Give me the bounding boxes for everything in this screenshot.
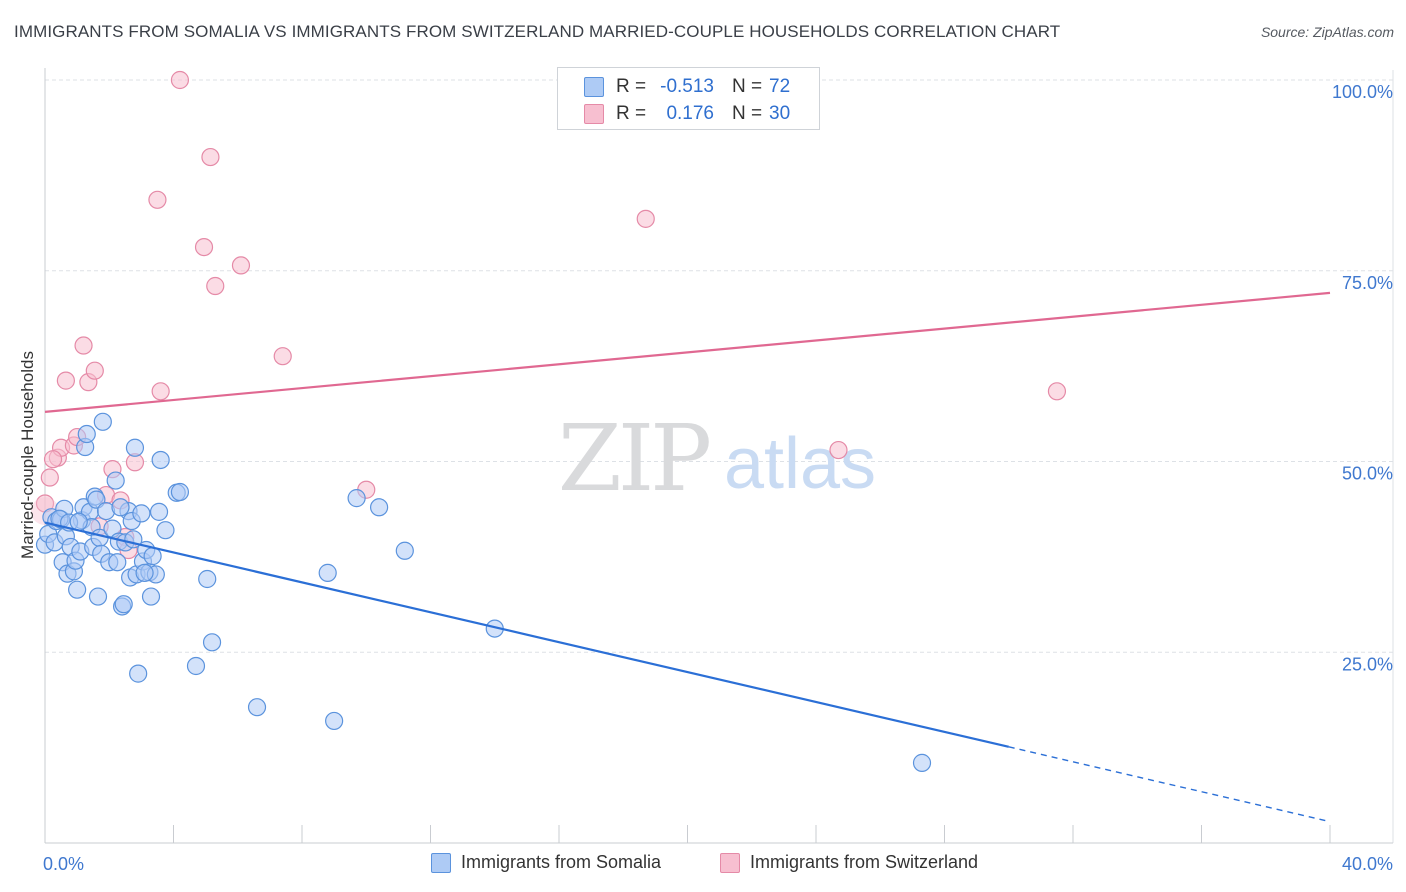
point-somalia [247, 698, 267, 717]
point-somalia [170, 482, 190, 502]
x-tick-label-max: 40.0% [1342, 854, 1393, 874]
switzerland-r-label: R = [616, 103, 647, 124]
watermark-atlas: atlas [724, 424, 876, 504]
point-switzerland [40, 468, 59, 487]
somalia-n-value: 72 [769, 76, 791, 97]
legend-label-somalia: Immigrants from Somalia [461, 852, 662, 872]
somalia-n-label: N = [732, 76, 763, 97]
point-somalia [912, 753, 932, 772]
point-somalia [135, 563, 154, 582]
switzerland-swatch [584, 104, 604, 124]
point-switzerland [56, 371, 75, 390]
point-somalia [347, 489, 366, 508]
point-somalia [132, 504, 151, 523]
trendline-somalia [44, 521, 1009, 748]
series-somalia [35, 412, 932, 772]
trendline-switzerland [44, 291, 1331, 414]
grid-layer [45, 70, 1394, 843]
point-somalia [129, 664, 148, 683]
somalia-r-value: -0.513 [660, 76, 714, 97]
point-somalia [156, 521, 175, 540]
stats-row-switzerland: R = 0.176 N = 30 [558, 101, 821, 127]
point-somalia [108, 553, 127, 572]
switzerland-n-label: N = [732, 103, 763, 124]
trendline-somalia-extension [1008, 746, 1331, 823]
point-switzerland [74, 336, 93, 355]
somalia-r-label: R = [616, 76, 647, 97]
point-somalia [143, 547, 162, 566]
point-switzerland [1047, 382, 1067, 401]
watermark: ZIP atlas [558, 405, 876, 512]
point-switzerland [206, 276, 225, 296]
somalia-swatch [584, 77, 604, 97]
switzerland-n-value: 30 [769, 103, 791, 124]
point-somalia [93, 412, 112, 431]
point-somalia [69, 512, 88, 531]
point-somalia [149, 502, 169, 521]
legend-swatch-switzerland [720, 852, 740, 873]
point-switzerland [194, 237, 214, 257]
point-somalia [114, 595, 133, 614]
point-switzerland [43, 450, 63, 469]
point-somalia [198, 569, 217, 589]
y-tick-label: 75.0% [1342, 273, 1393, 293]
point-somalia [106, 471, 125, 490]
tick-labels: 25.0% 50.0% 75.0% 100.0% 0.0% 40.0% [43, 82, 1393, 874]
x-tick-label-min: 0.0% [43, 854, 84, 874]
source-credit: Source: ZipAtlas.com [1260, 24, 1394, 40]
point-somalia [125, 438, 145, 457]
point-somalia [68, 580, 87, 599]
point-somalia [186, 656, 206, 676]
bottom-legend: Immigrants from Somalia Immigrants from … [0, 852, 1406, 876]
point-somalia [77, 424, 96, 444]
legend-item-switzerland[interactable]: Immigrants from Switzerland [720, 852, 978, 873]
point-switzerland [148, 190, 167, 209]
point-somalia [88, 587, 108, 606]
y-tick-label: 25.0% [1342, 654, 1393, 674]
switzerland-r-value: 0.176 [666, 103, 714, 124]
y-tick-label: 50.0% [1342, 464, 1393, 484]
stats-row-somalia: R = -0.513 N = 72 [558, 74, 821, 100]
legend-item-somalia[interactable]: Immigrants from Somalia [431, 852, 661, 873]
point-switzerland [273, 347, 292, 366]
chart-title: IMMIGRANTS FROM SOMALIA VS IMMIGRANTS FR… [14, 22, 1061, 41]
point-somalia [370, 498, 389, 517]
point-somalia [111, 498, 130, 517]
point-switzerland [829, 440, 848, 460]
point-switzerland [85, 361, 104, 380]
point-switzerland [636, 209, 655, 228]
legend-swatch-somalia [431, 852, 451, 873]
y-tick-label: 100.0% [1332, 82, 1393, 102]
point-somalia [325, 711, 344, 731]
point-somalia [202, 633, 222, 652]
legend-label-switzerland: Immigrants from Switzerland [750, 852, 979, 872]
axes-layer [44, 68, 1393, 844]
point-switzerland [201, 147, 220, 167]
trend-layer [44, 291, 1331, 823]
y-axis-title: Married-couple Households [18, 351, 37, 559]
point-switzerland [151, 382, 170, 401]
stats-legend: R = -0.513 N = 72 R = 0.176 N = 30 [557, 67, 820, 130]
point-switzerland [170, 70, 190, 90]
point-somalia [151, 450, 170, 470]
point-switzerland [231, 256, 251, 275]
watermark-zip: ZIP [558, 405, 709, 512]
point-somalia [141, 587, 161, 606]
point-somalia [318, 563, 337, 582]
point-somalia [395, 541, 414, 560]
